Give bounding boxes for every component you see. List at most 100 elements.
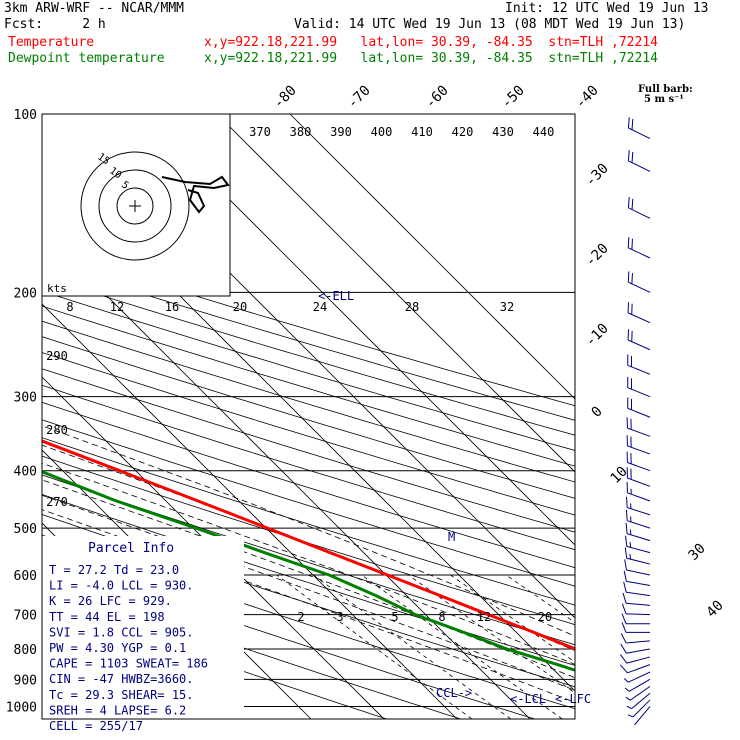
isotherm-line <box>143 114 575 546</box>
wind-barb-flag <box>625 522 628 534</box>
wind-barb <box>627 699 651 718</box>
parcel-info-row: CELL = 255/17 <box>49 719 143 733</box>
theta-label: 420 <box>452 125 474 139</box>
hodograph-speed-label: 20 <box>233 300 247 314</box>
wind-barb <box>619 654 651 664</box>
wind-barb-flag <box>621 613 627 624</box>
wind-barb <box>623 570 651 587</box>
wind-barb-flag <box>621 603 627 615</box>
wind-barb-staff <box>632 699 651 718</box>
hodograph-trace <box>161 175 230 214</box>
parcel-info-row: TT = 44 EL = 198 <box>49 610 165 624</box>
dry-adiabat <box>42 336 575 499</box>
wind-barb-flag <box>631 273 633 284</box>
wind-barb-flag <box>631 118 634 130</box>
wind-barb-staff <box>626 656 651 664</box>
mixing-ratio-label: 5 <box>391 610 398 624</box>
theta-label: 280 <box>46 423 68 437</box>
wind-barb-staff <box>626 602 651 606</box>
wind-barb-staff <box>626 545 651 554</box>
barb-key-label: Full barb: <box>638 84 693 95</box>
isotherm-line <box>289 114 575 400</box>
wind-barb-staff <box>626 591 651 597</box>
hodograph-ring <box>98 169 172 243</box>
theta-label: 430 <box>492 125 514 139</box>
hodograph-speed-label: 28 <box>405 300 419 314</box>
pressure-label: 300 <box>14 391 37 406</box>
dewpoint-legend-label: Dewpoint temperature <box>8 51 165 66</box>
wind-barb-flag <box>625 696 631 701</box>
grid-layer <box>42 114 575 719</box>
isotherm-label: -80 <box>271 83 300 112</box>
level-marker-arrow: <- <box>318 289 332 303</box>
wind-barb <box>626 482 651 502</box>
theta-label: 380 <box>290 125 312 139</box>
isotherm-label: -20 <box>583 241 612 270</box>
level-marker-lcl: <-LCL <box>510 692 546 706</box>
isotherm-line <box>42 376 385 719</box>
parcel-info-row: Tc = 29.3 SHEAR= 15. <box>49 688 194 702</box>
trace-layer <box>42 439 575 672</box>
wind-barb <box>627 354 651 375</box>
moist-adiabat <box>42 425 575 637</box>
wind-barb-flag <box>623 678 629 683</box>
mixing-ratio-label: 12 <box>477 610 491 624</box>
wind-barb-flag <box>627 714 634 718</box>
level-marker-lfc: <-LFC <box>555 692 591 706</box>
pressure-label: 800 <box>14 643 37 658</box>
dry-adiabat <box>42 493 575 666</box>
wind-barb <box>623 671 651 683</box>
hodograph-ring <box>80 151 190 261</box>
wind-barb <box>625 496 651 516</box>
wind-barb <box>619 664 651 674</box>
temperature-location: x,y=922.18,221.99 lat,lon= 30.39, -84.35… <box>204 35 658 50</box>
hodograph-speed-label: 16 <box>165 300 179 314</box>
parcel-info-row: CAPE = 1103 SWEAT= 186 <box>49 657 208 671</box>
level-marker-label: LCL <box>524 692 546 706</box>
wind-barb <box>626 467 651 487</box>
pressure-label: 900 <box>14 673 37 688</box>
hodograph-ring <box>116 187 154 225</box>
mixing-ratio-label: 20 <box>538 610 552 624</box>
level-marker-label: LFC <box>569 692 591 706</box>
wind-barb <box>627 376 651 398</box>
wind-barb <box>634 706 651 726</box>
wind-barb-flag <box>623 581 627 593</box>
parcel-info-row: SREH = 4 LAPSE= 6.2 <box>49 703 186 717</box>
isotherm-label: -10 <box>583 321 612 350</box>
theta-label: 440 <box>533 125 555 139</box>
wind-barb-flag <box>623 570 627 582</box>
temperature-trace <box>42 439 575 651</box>
isotherm-label: 30 <box>686 541 709 564</box>
wind-barb-flag <box>620 643 627 654</box>
wind-barb-flag <box>620 633 627 644</box>
level-marker-label: ELL <box>332 289 354 303</box>
pressure-label: 400 <box>14 465 37 480</box>
wind-barb-flag <box>627 150 630 161</box>
wind-barb <box>626 435 651 455</box>
pressure-label: 500 <box>14 522 37 537</box>
wind-barb-flag <box>625 509 628 521</box>
wind-barb <box>625 522 651 542</box>
wind-barb <box>625 509 651 529</box>
wind-barb <box>627 302 651 324</box>
level-marker-label: CCL <box>436 686 458 700</box>
theta-label: 410 <box>411 125 433 139</box>
wind-barb-staff <box>634 706 651 726</box>
moist-adiabat <box>42 494 575 691</box>
wind-barb <box>625 535 651 554</box>
isotherm-label: -60 <box>423 83 452 112</box>
wind-barb-flag <box>619 654 628 664</box>
wind-barb-flag <box>622 592 627 604</box>
dry-adiabat <box>42 320 575 483</box>
wind-barb <box>620 643 651 654</box>
level-marker-arrow: -> <box>458 686 472 700</box>
wind-barb-flag <box>627 271 630 283</box>
wind-barb-flag <box>619 664 628 674</box>
wind-barb <box>621 613 650 625</box>
moist-adiabat <box>42 462 575 665</box>
wind-barb-staff <box>630 685 651 701</box>
model-title: 3km ARW-WRF -- NCAR/MMM <box>4 1 185 16</box>
